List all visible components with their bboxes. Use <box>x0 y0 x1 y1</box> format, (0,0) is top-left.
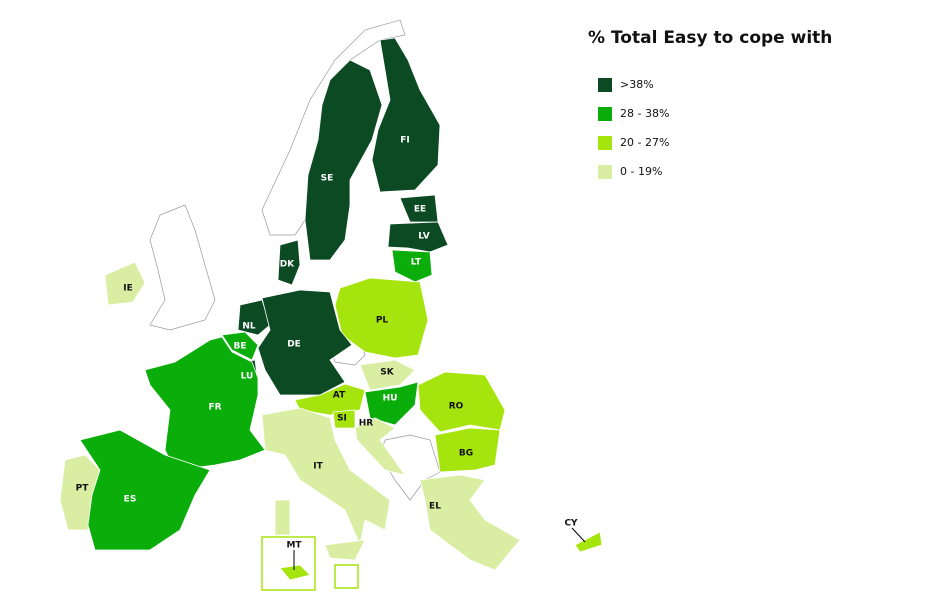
country-shape <box>257 289 353 396</box>
malta-inset <box>261 536 316 591</box>
country-label: NL <box>242 322 256 332</box>
country-label: PT <box>76 484 90 494</box>
country <box>304 59 383 261</box>
country <box>391 249 433 283</box>
country-label: SK <box>380 368 394 378</box>
legend-swatch <box>598 165 612 179</box>
country-shape <box>359 359 416 391</box>
country-label: LV <box>418 232 429 242</box>
countries <box>59 37 603 581</box>
country <box>364 381 419 426</box>
country-label: EL <box>429 502 441 512</box>
country-label: HU <box>383 394 398 404</box>
country <box>221 331 259 361</box>
country-shape <box>237 299 271 336</box>
label-leader <box>571 527 586 543</box>
country-shape <box>274 499 291 536</box>
country <box>354 417 406 476</box>
country-shape <box>279 564 311 581</box>
country-labels: FI SE EE LV LT DK IE PL NL DE BE LU FR SK AT HU RO SI HR IT… <box>76 136 578 551</box>
country-shape <box>261 407 391 547</box>
legend-label: 28 - 38% <box>620 107 669 120</box>
country-label: RO <box>449 402 464 412</box>
country-label: PL <box>376 316 389 326</box>
country-label: MT <box>286 541 302 551</box>
legend: >38% 28 - 38% 20 - 27% 0 - 19% <box>598 78 669 179</box>
country-label: EE <box>414 205 426 215</box>
legend-label: >38% <box>620 78 654 91</box>
country <box>434 427 501 473</box>
legend-label: 20 - 27% <box>620 136 669 149</box>
country <box>334 277 429 359</box>
country-shape <box>324 539 366 561</box>
country-shape <box>574 531 603 553</box>
country-label: FR <box>208 403 221 413</box>
country-shape <box>277 239 301 286</box>
country-shape <box>221 331 259 361</box>
country-label: DK <box>280 260 295 270</box>
country <box>261 407 391 561</box>
country-shape <box>144 336 266 471</box>
great-britain <box>149 204 216 331</box>
country-shape <box>391 249 433 283</box>
country <box>237 299 271 336</box>
legend-label: 0 - 19% <box>620 165 662 178</box>
country-shape <box>419 474 521 571</box>
country-label: AT <box>333 391 346 401</box>
country-shape <box>371 37 441 193</box>
country-label: CY <box>564 519 578 529</box>
country <box>371 37 441 193</box>
country <box>419 474 521 571</box>
legend-swatch <box>598 136 612 150</box>
country <box>359 359 416 391</box>
country-label: DE <box>287 340 301 350</box>
legend-title: % Total Easy to cope with <box>588 28 832 48</box>
country <box>277 239 301 286</box>
country-shape <box>354 417 406 476</box>
legend-swatch <box>598 78 612 92</box>
country-label: LU <box>241 372 254 382</box>
country <box>79 429 211 551</box>
country <box>279 564 311 581</box>
country-label: BE <box>233 342 246 352</box>
country-label: SI <box>337 414 347 424</box>
country-label: HR <box>359 419 374 429</box>
country-label: BG <box>459 449 473 459</box>
country-label: SE <box>321 174 334 184</box>
country-label: IT <box>313 462 323 472</box>
country-shape <box>434 427 501 473</box>
country-label: ES <box>124 495 137 505</box>
country <box>574 531 603 553</box>
country-label: FI <box>400 136 410 146</box>
country-shape <box>304 59 383 261</box>
country-label: IE <box>123 284 133 294</box>
legend-swatch <box>598 107 612 121</box>
country-shape <box>334 277 429 359</box>
country-label: LT <box>411 258 422 268</box>
country-shape <box>104 261 146 306</box>
country-shape <box>364 381 419 426</box>
country <box>144 336 266 471</box>
malta-locator <box>334 564 359 589</box>
country-shape <box>79 429 211 551</box>
country <box>257 289 353 396</box>
country <box>104 261 146 306</box>
